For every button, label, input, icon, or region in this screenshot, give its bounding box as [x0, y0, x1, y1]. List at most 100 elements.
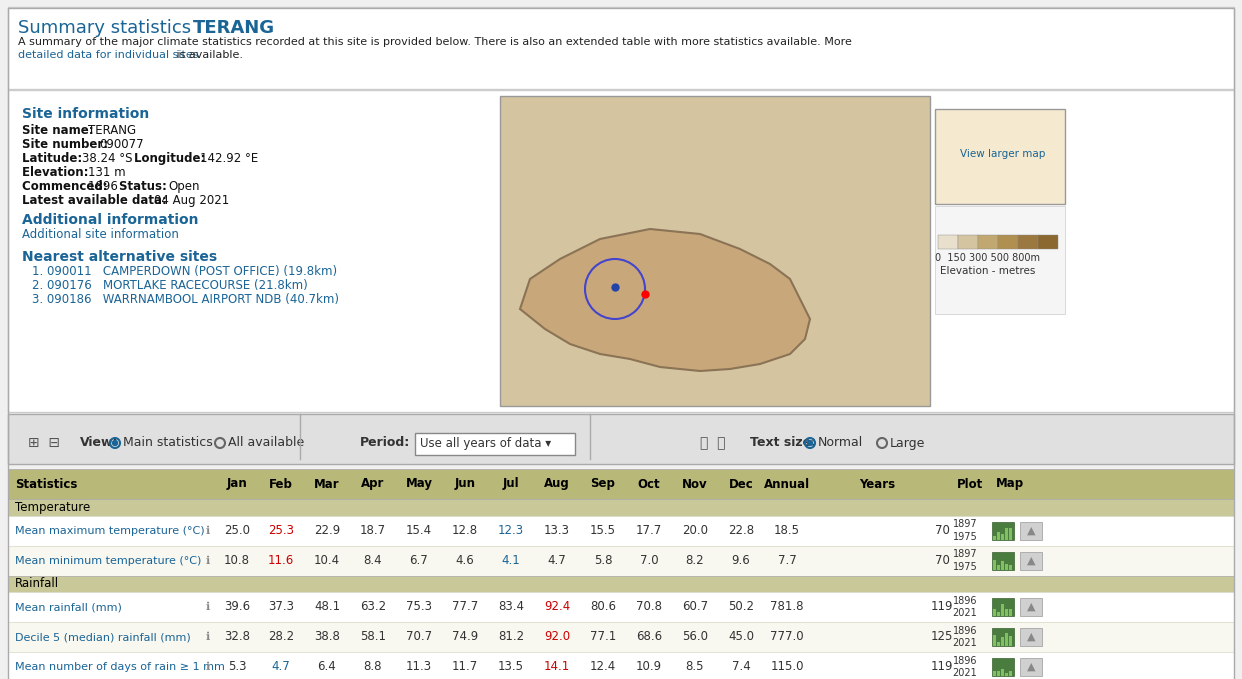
Text: 7.0: 7.0	[640, 554, 658, 567]
Text: Large: Large	[891, 437, 925, 449]
Bar	[1005, 636, 1009, 646]
Text: 70: 70	[934, 524, 949, 537]
Bar	[7, 652, 1235, 679]
Text: TERANG: TERANG	[193, 19, 276, 37]
Text: 22.9: 22.9	[314, 524, 340, 537]
Bar	[1001, 666, 1004, 676]
Text: 4.1: 4.1	[502, 554, 520, 567]
Text: Rainfall: Rainfall	[15, 577, 60, 590]
Text: Summary statistics: Summary statistics	[17, 19, 197, 37]
Polygon shape	[520, 229, 810, 371]
Text: Apr: Apr	[361, 477, 385, 490]
Text: 1897
1975: 1897 1975	[953, 549, 977, 572]
Text: Dec: Dec	[729, 477, 754, 490]
Text: 28.2: 28.2	[268, 631, 294, 644]
Bar	[992, 658, 1013, 676]
Text: 75.3: 75.3	[406, 600, 432, 614]
Text: 17.7: 17.7	[636, 524, 662, 537]
Text: 63.2: 63.2	[360, 600, 386, 614]
Text: Years: Years	[859, 477, 895, 490]
Bar	[7, 7, 1235, 89]
Text: ▲: ▲	[1027, 602, 1036, 612]
Text: ▲: ▲	[1027, 662, 1036, 672]
Text: Jan: Jan	[226, 477, 247, 490]
Text: 9.6: 9.6	[732, 554, 750, 567]
Text: 1896
2021: 1896 2021	[953, 626, 977, 648]
Bar	[935, 109, 1064, 204]
Text: 1. 090011   CAMPERDOWN (POST OFFICE) (19.8km): 1. 090011 CAMPERDOWN (POST OFFICE) (19.8…	[32, 265, 337, 278]
Bar	[997, 536, 1000, 540]
Bar	[7, 90, 1235, 412]
Text: 10.4: 10.4	[314, 554, 340, 567]
Bar	[7, 576, 1235, 592]
Bar	[1020, 521, 1042, 540]
Text: View larger map: View larger map	[960, 149, 1046, 159]
Text: detailed data for individual sites: detailed data for individual sites	[17, 50, 199, 60]
Text: Oct: Oct	[637, 477, 661, 490]
Text: 3. 090186   WARRNAMBOOL AIRPORT NDB (40.7km): 3. 090186 WARRNAMBOOL AIRPORT NDB (40.7k…	[32, 293, 339, 306]
Text: 777.0: 777.0	[770, 631, 804, 644]
Text: Nov: Nov	[682, 477, 708, 490]
Text: Additional information: Additional information	[22, 213, 199, 227]
Text: 125: 125	[930, 631, 953, 644]
Text: 56.0: 56.0	[682, 631, 708, 644]
Text: Decile 5 (median) rainfall (mm): Decile 5 (median) rainfall (mm)	[15, 632, 191, 642]
Text: ℹ: ℹ	[206, 632, 210, 642]
Text: Text size:: Text size:	[750, 437, 816, 449]
Bar	[1005, 671, 1009, 676]
Bar	[1001, 566, 1004, 570]
Text: 1896: 1896	[88, 180, 125, 193]
Text: is available.: is available.	[173, 50, 243, 60]
Bar	[415, 433, 575, 455]
Text: 8.2: 8.2	[686, 554, 704, 567]
Text: Mean rainfall (mm): Mean rainfall (mm)	[15, 602, 122, 612]
Text: Elevation - metres: Elevation - metres	[940, 266, 1036, 276]
Text: 4.7: 4.7	[548, 554, 566, 567]
Text: Normal: Normal	[818, 437, 863, 449]
Text: 11.7: 11.7	[452, 661, 478, 674]
Text: Site name:: Site name:	[22, 124, 102, 137]
Bar	[994, 668, 996, 676]
Text: 6.7: 6.7	[410, 554, 428, 567]
Bar	[997, 562, 1000, 570]
Text: Plot: Plot	[956, 477, 984, 490]
Bar	[7, 592, 1235, 622]
Bar	[997, 673, 1000, 676]
Bar	[938, 235, 958, 249]
Text: Statistics: Statistics	[15, 477, 77, 490]
Text: Additional site information: Additional site information	[22, 228, 179, 241]
Bar	[1001, 638, 1004, 646]
Text: 25.3: 25.3	[268, 524, 294, 537]
Text: 6.4: 6.4	[318, 661, 337, 674]
Bar	[935, 206, 1064, 314]
Text: Latest available data:: Latest available data:	[22, 194, 175, 207]
Text: 25.0: 25.0	[224, 524, 250, 537]
Bar	[1020, 598, 1042, 616]
Text: Nearest alternative sites: Nearest alternative sites	[22, 250, 217, 264]
Text: ℹ: ℹ	[206, 662, 210, 672]
Text: Feb: Feb	[270, 477, 293, 490]
Text: 131 m: 131 m	[88, 166, 125, 179]
Text: 80.6: 80.6	[590, 600, 616, 614]
Text: 11.6: 11.6	[268, 554, 294, 567]
Text: TERANG: TERANG	[88, 124, 137, 137]
Text: 8.4: 8.4	[364, 554, 383, 567]
Text: Site number:: Site number:	[22, 138, 117, 151]
Text: ⊞  ⊟: ⊞ ⊟	[29, 436, 60, 450]
Text: 12.4: 12.4	[590, 661, 616, 674]
Text: Commenced:: Commenced:	[22, 180, 116, 193]
Bar	[992, 551, 1013, 570]
Text: 38.8: 38.8	[314, 631, 340, 644]
Text: 781.8: 781.8	[770, 600, 804, 614]
Text: Open: Open	[169, 180, 200, 193]
Text: Site information: Site information	[22, 107, 149, 121]
Text: ℹ: ℹ	[206, 526, 210, 536]
Bar	[1005, 562, 1009, 570]
Text: Main statistics: Main statistics	[123, 437, 212, 449]
Text: ▲: ▲	[1027, 555, 1036, 566]
Text: 74.9: 74.9	[452, 631, 478, 644]
Text: 11.3: 11.3	[406, 661, 432, 674]
Text: 5.3: 5.3	[227, 661, 246, 674]
Text: 77.7: 77.7	[452, 600, 478, 614]
Text: Mean minimum temperature (°C): Mean minimum temperature (°C)	[15, 555, 201, 566]
